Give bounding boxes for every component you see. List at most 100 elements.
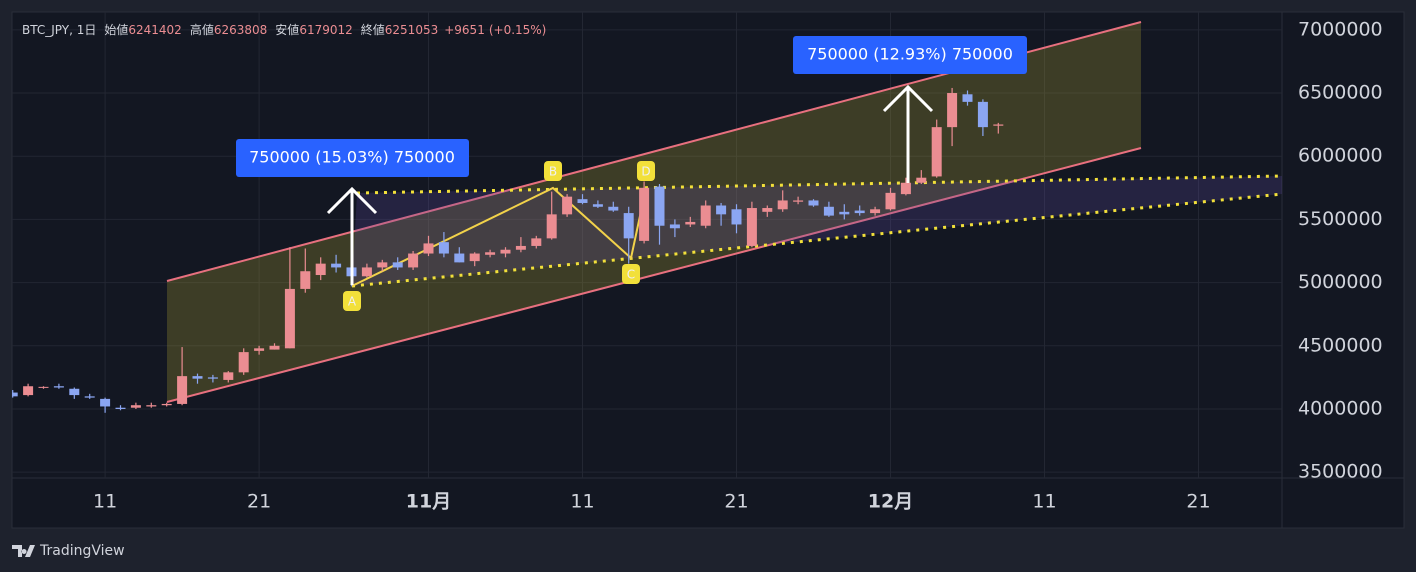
candle-body — [685, 221, 696, 225]
candle-body — [839, 211, 850, 215]
candle-body — [762, 208, 773, 212]
point-label: C — [627, 268, 635, 282]
candle-body — [577, 199, 588, 203]
candle-body — [669, 224, 680, 229]
wedge-bottom — [351, 192, 1282, 288]
x-tick-label: 11 — [93, 491, 117, 513]
ohlc-label: 始値 — [104, 22, 128, 37]
header: BTC_JPY, 1日 始値6241402 高値6263808 安値6179012 終値… — [22, 22, 546, 37]
candle-body — [408, 253, 419, 268]
candle-body — [469, 253, 480, 262]
candle-body — [885, 192, 896, 210]
candle-body — [161, 403, 172, 406]
candle-body — [608, 206, 619, 211]
candle-body — [130, 405, 141, 408]
x-tick-label: 11 — [1032, 491, 1056, 513]
measure-box — [793, 36, 1027, 74]
candle-body — [546, 214, 557, 239]
candle-body — [100, 398, 111, 407]
candle-body — [993, 124, 1004, 126]
candle-body — [284, 288, 295, 349]
candle-body — [716, 205, 727, 215]
y-tick-label: 4000000 — [1298, 397, 1383, 419]
candle-body — [531, 238, 542, 246]
candle-body — [23, 386, 34, 396]
y-tick-label: 5500000 — [1298, 208, 1383, 230]
candle-body — [977, 101, 988, 128]
arrows — [326, 84, 934, 285]
ohlc-value: 6251053 — [385, 23, 438, 37]
ohlc-label: 高値 — [190, 22, 214, 37]
candle-body — [38, 386, 49, 388]
candle-body — [146, 405, 157, 407]
candle-body — [392, 262, 403, 268]
symbol: BTC_JPY, 1日 — [22, 23, 96, 37]
y-tick-label: 7000000 — [1298, 18, 1383, 40]
candle-body — [777, 200, 788, 210]
measure-label: 750000 (12.93%) 750000 — [807, 45, 1013, 64]
candle-body — [870, 209, 881, 214]
point-badge — [343, 291, 361, 311]
logo: TradingView — [12, 543, 125, 559]
y-tick-label: 6500000 — [1298, 82, 1383, 104]
candle-body — [962, 94, 973, 102]
measure-label: 750000 (15.03%) 750000 — [249, 148, 455, 167]
channel-fill — [167, 22, 1141, 402]
candle-body — [254, 348, 265, 351]
x-tick-label: 11月 — [406, 491, 451, 513]
candle-body — [423, 243, 434, 254]
candle-body — [331, 263, 342, 268]
candle-body — [639, 187, 650, 241]
candle-body — [485, 252, 496, 255]
candle-body — [793, 200, 804, 202]
x-tick-label: 12月 — [868, 491, 913, 513]
abcd-pattern — [351, 186, 647, 287]
change: +9651 — [444, 23, 485, 37]
candle-body — [315, 263, 326, 276]
candle-body — [377, 262, 388, 268]
chart-area — [11, 11, 1405, 529]
candle-body — [700, 205, 711, 226]
candle-body — [12, 392, 18, 397]
y-axis: 3500000 4000000 4500000 5000000 5500000 60000… — [1298, 18, 1383, 482]
candle-body — [223, 372, 234, 380]
candle-body — [947, 93, 958, 128]
x-tick-label: 11 — [570, 491, 594, 513]
candle-body — [84, 396, 95, 398]
y-tick-label: 5000000 — [1298, 271, 1383, 293]
measure-box — [236, 139, 469, 177]
y-tick-label: 3500000 — [1298, 461, 1383, 483]
arrow — [882, 84, 934, 183]
point-badge — [622, 264, 640, 284]
candle-body — [731, 209, 742, 225]
wedge-fill — [352, 176, 1282, 286]
ohlc-value: 6263808 — [214, 23, 267, 37]
change-pct: (+0.15%) — [489, 23, 547, 37]
candle-body — [623, 213, 634, 239]
candle-body — [515, 245, 526, 250]
candle-body — [192, 376, 203, 379]
candle-body — [53, 386, 64, 388]
pattern-points: A B C D — [343, 161, 655, 311]
candle-body — [931, 127, 942, 177]
point-label: A — [348, 295, 357, 309]
candle-body — [177, 376, 188, 404]
candle-body — [823, 206, 834, 216]
y-tick-label: 6000000 — [1298, 145, 1383, 167]
point-label: D — [641, 165, 650, 179]
candle-body — [562, 196, 573, 215]
candle-body — [854, 210, 865, 214]
candle-body — [808, 200, 819, 206]
candle-body — [654, 186, 665, 226]
ohlc-label: 終値 — [361, 22, 385, 37]
wedge-top — [356, 174, 1282, 195]
x-tick-label: 21 — [724, 491, 748, 513]
measure-labels: 750000 (15.03%) 750000 750000 (12.93%) 7… — [236, 36, 1027, 177]
candle-body — [115, 407, 126, 409]
candles — [12, 87, 1004, 413]
x-tick-label: 21 — [1186, 491, 1210, 513]
x-tick-label: 21 — [247, 491, 271, 513]
candle-body — [207, 377, 218, 379]
candle-body — [500, 249, 511, 254]
